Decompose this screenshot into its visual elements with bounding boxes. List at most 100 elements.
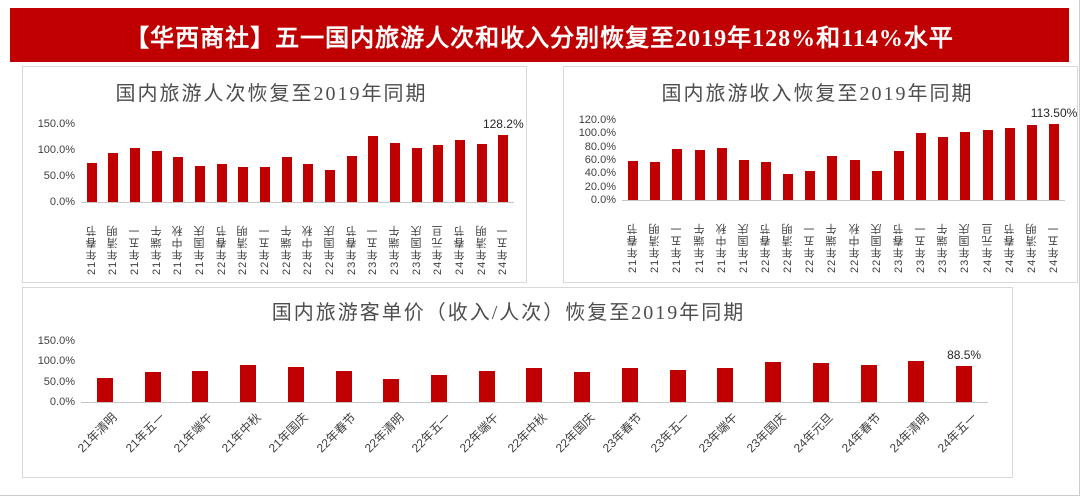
y-axis-tick: 20.0% <box>584 180 616 193</box>
x-axis-label: 22年五一 <box>259 224 272 275</box>
x-axis-label: 24年五一 <box>934 410 980 456</box>
x-axis-label: 21年端午 <box>170 410 216 456</box>
bar <box>765 362 782 402</box>
bar-column <box>298 124 320 202</box>
bar-column <box>888 120 910 200</box>
bar <box>783 173 794 200</box>
x-axis-label: 24年春节 <box>1003 222 1016 273</box>
chart-per-capita: 150.0% 100.0% 50.0% 0.0% 88.5% 21年清明 21年五一 21… <box>29 335 988 463</box>
x-axis-label: 21年国庆 <box>266 410 311 456</box>
x-axis-label-cell: 24年春节 <box>449 203 471 275</box>
top-chart-row: 国内旅游人次恢复至2019年同期 150.0% 100.0% 50.0% 0.0% 1… <box>22 66 1079 283</box>
bar <box>716 147 727 200</box>
bar <box>96 377 113 402</box>
bar <box>478 371 495 402</box>
bar <box>916 132 927 200</box>
x-axis-label: 24年五一 <box>1048 222 1061 273</box>
bar <box>628 160 639 200</box>
bar-column: 128.2% <box>483 117 524 202</box>
x-axis-label: 24年清明 <box>1025 222 1038 273</box>
bar-column <box>363 124 385 202</box>
y-axis-tick: 120.0% <box>578 114 616 126</box>
bar-column <box>932 120 954 200</box>
chart-title-trips: 国内旅游人次恢复至2019年同期 <box>115 83 428 105</box>
bar <box>216 163 227 202</box>
bar <box>908 360 925 402</box>
x-axis-label: 22年中秋 <box>504 410 550 456</box>
x-axis-label-cell: 21年国庆 <box>266 403 320 463</box>
bar-column <box>319 124 341 202</box>
x-axis-label: 21年端午 <box>693 222 706 273</box>
x-axis-label: 21年国庆 <box>194 224 207 275</box>
x-axis-label: 22年五一 <box>804 222 817 273</box>
bar-column <box>254 124 276 202</box>
y-axis-tick: 60.0% <box>584 154 616 166</box>
x-axis-label: 21年中秋 <box>218 410 264 456</box>
x-axis-label: 22年中秋 <box>302 224 315 275</box>
x-axis-label: 22年清明 <box>237 224 250 275</box>
plot-wrap: 88.5% 21年清明 21年五一 21年端午 21年中秋 21年国庆 22年春节 22年清… <box>75 341 988 463</box>
bar <box>390 143 401 202</box>
y-axis: 150.0% 100.0% 50.0% 0.0% <box>29 118 81 208</box>
bar <box>281 156 292 202</box>
x-axis-label-cell: 21年清明 <box>75 403 129 463</box>
x-axis-label-cell: 24年五一 <box>934 403 988 463</box>
x-axis-label: 22年春节 <box>760 222 773 273</box>
x-axis-label-cell: 24年春节 <box>999 201 1021 273</box>
bar-column <box>276 124 298 202</box>
x-axis-label: 21年端午 <box>150 224 163 275</box>
x-axis-label: 23年五一 <box>648 410 693 456</box>
bar-column <box>463 341 511 402</box>
x-axis-label-cell: 24年春节 <box>839 403 893 463</box>
bar <box>982 129 993 200</box>
x-axis-label-cell: 21年端午 <box>171 403 224 463</box>
bar-column <box>449 124 471 202</box>
x-axis-label: 22年国庆 <box>324 224 337 275</box>
x-axis-label: 21年五一 <box>671 222 684 273</box>
x-axis-label-cell: 21年中秋 <box>711 201 733 273</box>
bar <box>260 167 271 202</box>
x-axis-label-cell: 22年中秋 <box>844 201 866 273</box>
chart-title-per-capita: 国内旅游客单价（收入/人次）恢复至2019年同期 <box>271 302 746 324</box>
x-axis-label: 22年中秋 <box>848 222 861 273</box>
bar <box>621 368 638 402</box>
x-axis-label-cell: 22年端午 <box>821 201 843 273</box>
bar <box>368 135 379 202</box>
x-axis-label-cell: 21年春节 <box>622 201 644 273</box>
x-axis-label-cell: 21年中秋 <box>168 203 190 275</box>
bar <box>411 147 422 202</box>
x-axis-label-cell: 22年国庆 <box>319 203 341 275</box>
x-axis-label: 24年清明 <box>475 224 488 275</box>
x-axis-label-cell: 23年端午 <box>696 403 750 463</box>
x-axis-label-cell: 21年五一 <box>123 403 177 463</box>
bar-column <box>733 120 755 200</box>
plot-area: 88.5% <box>81 341 988 403</box>
bar-column <box>749 341 797 402</box>
x-axis-label: 24年元旦 <box>981 222 994 273</box>
bar <box>238 166 249 202</box>
last-bar-value-label: 128.2% <box>482 117 524 132</box>
x-axis-label-cell: 24年元旦 <box>428 203 450 275</box>
x-axis-label: 22年国庆 <box>552 410 598 456</box>
x-axis-label-cell: 23年五一 <box>363 203 385 275</box>
bar <box>433 145 444 202</box>
x-axis-label: 22年端午 <box>280 224 293 275</box>
bar-column <box>406 124 428 202</box>
x-axis-label-cell: 23年国庆 <box>406 203 428 275</box>
bar <box>1004 128 1015 200</box>
x-axis-label-cell: 22年五一 <box>254 203 276 275</box>
bar <box>526 368 543 402</box>
x-axis-label: 23年五一 <box>367 224 380 275</box>
x-axis-label: 23年春节 <box>600 410 646 456</box>
bar <box>694 150 705 200</box>
bar <box>938 136 949 200</box>
x-axis-label: 24年清明 <box>886 410 932 456</box>
bar-column <box>755 120 777 200</box>
bar-column <box>622 120 644 200</box>
y-axis-tick: 150.0% <box>37 335 75 347</box>
x-axis-label: 21年中秋 <box>172 224 185 275</box>
bar <box>650 162 661 200</box>
y-axis-tick: 50.0% <box>43 375 75 388</box>
bar-column <box>910 120 932 200</box>
bar <box>108 152 119 202</box>
